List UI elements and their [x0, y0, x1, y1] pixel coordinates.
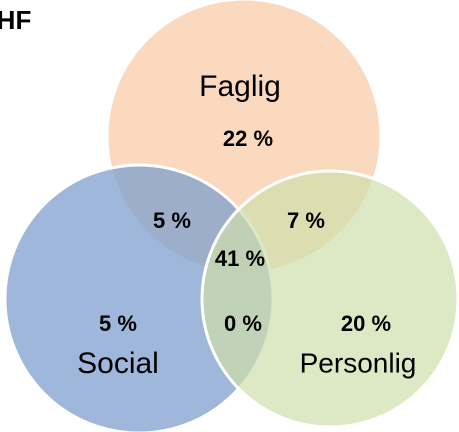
circle-personlig	[200, 169, 459, 429]
region-label: 0 %	[224, 311, 262, 336]
set-label: Faglig	[199, 70, 281, 103]
title: HF	[0, 5, 31, 35]
region-label: 5 %	[99, 311, 137, 336]
region-label: 22 %	[223, 126, 273, 151]
region-label: 41 %	[215, 246, 265, 271]
set-label: Personlig	[300, 347, 417, 378]
region-label: 7 %	[287, 208, 325, 233]
region-label: 5 %	[153, 208, 191, 233]
region-label: 20 %	[341, 311, 391, 336]
set-label: Social	[77, 347, 159, 380]
